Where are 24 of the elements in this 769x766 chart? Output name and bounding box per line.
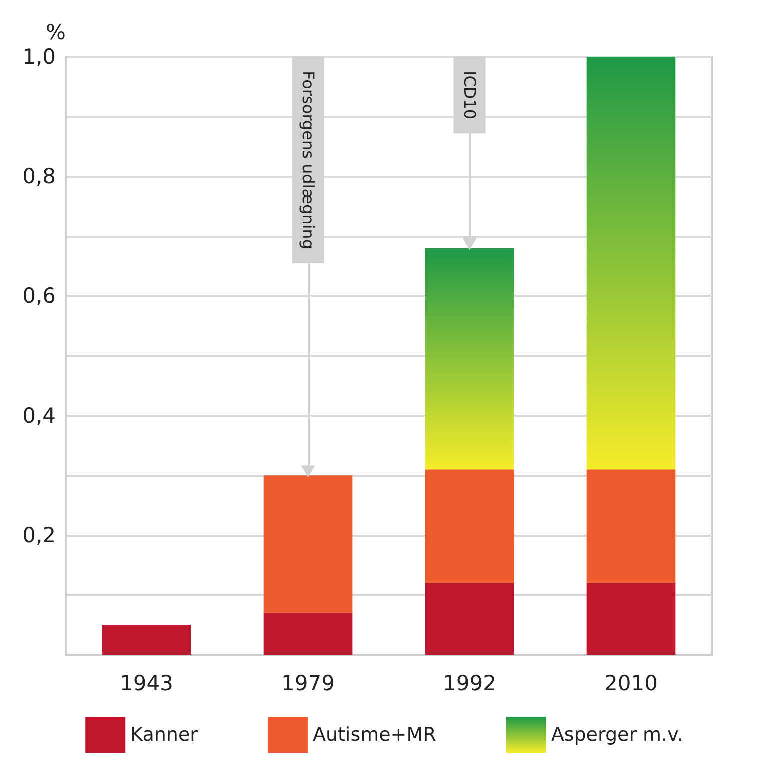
bar (425, 248, 514, 470)
y-tick-label: 0,2 (22, 523, 56, 548)
legend-label: Asperger m.v. (551, 724, 684, 746)
bar (102, 625, 192, 655)
bar (264, 613, 353, 655)
x-tick-label: 1979 (282, 672, 335, 696)
legend-label: Kanner (130, 724, 198, 746)
bar (586, 470, 676, 584)
x-tick-label: 1992 (443, 672, 496, 696)
bar (264, 476, 353, 614)
y-tick-label: 0,6 (22, 284, 56, 308)
y-tick-label: 1,0 (22, 45, 56, 69)
legend-label: Autisme+MR (312, 724, 436, 746)
x-tick-label: 1943 (120, 672, 174, 696)
bar (586, 57, 676, 470)
annotation: Forsorgens udlægning (298, 71, 318, 250)
bar (425, 470, 514, 584)
x-tick-label: 2010 (604, 672, 658, 696)
y-tick-label: 0,4 (22, 404, 56, 428)
bar (586, 583, 676, 655)
y-axis-title: % (46, 20, 66, 44)
annotation: ICD10 (460, 71, 480, 120)
bar (425, 583, 514, 655)
y-tick-label: 0,8 (22, 164, 56, 189)
